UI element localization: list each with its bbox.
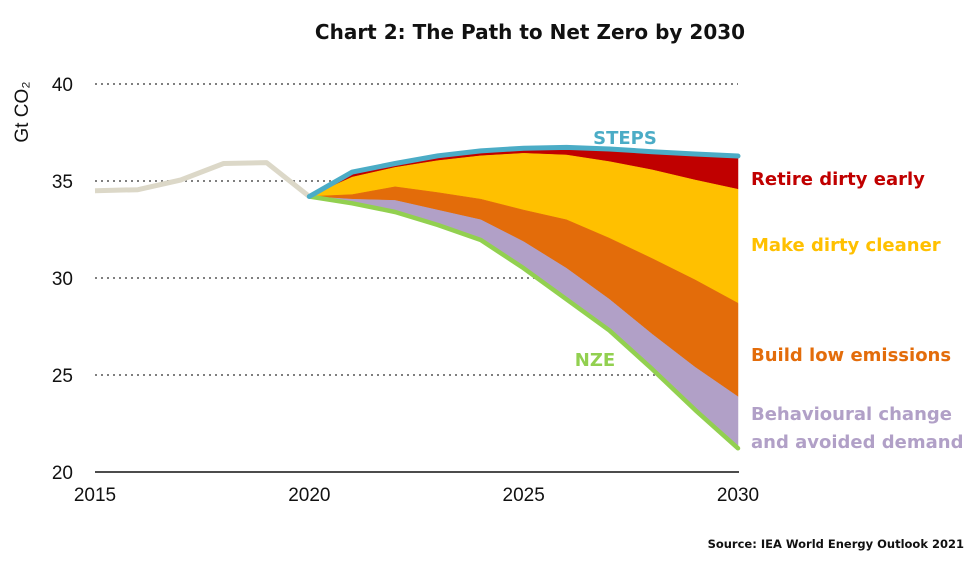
x-tick-2030: 2030 — [717, 485, 759, 506]
y-tick-35: 35 — [52, 172, 73, 193]
series-lines — [94, 144, 741, 451]
y-tick-labels: 20 25 30 35 40 — [52, 75, 73, 484]
label-avoided-demand: and avoided demand — [751, 432, 963, 453]
steps-line — [306, 144, 741, 199]
area-bands — [309, 147, 739, 449]
x-tick-2020: 2020 — [288, 485, 330, 506]
chart-title: Chart 2: The Path to Net Zero by 2030 — [315, 20, 745, 44]
y-tick-30: 30 — [52, 269, 73, 290]
x-tick-2025: 2025 — [503, 485, 545, 506]
y-axis-label: Gt CO₂ — [12, 81, 33, 142]
label-retire-dirty-early: Retire dirty early — [751, 169, 925, 190]
nze-line — [307, 194, 741, 451]
source-note: Source: IEA World Energy Outlook 2021 — [708, 537, 964, 551]
y-tick-25: 25 — [52, 366, 73, 387]
x-tick-2015: 2015 — [74, 485, 116, 506]
y-tick-40: 40 — [52, 75, 73, 96]
y-tick-20: 20 — [52, 463, 73, 484]
label-behavioural-change: Behavioural change — [751, 404, 952, 425]
label-nze: NZE — [575, 350, 615, 371]
label-steps: STEPS — [593, 128, 657, 149]
x-tick-labels: 2015 2020 2025 2030 — [74, 485, 759, 506]
label-build-low-emissions: Build low emissions — [751, 345, 951, 366]
label-make-dirty-cleaner: Make dirty cleaner — [751, 235, 941, 256]
historical-line — [94, 160, 311, 199]
